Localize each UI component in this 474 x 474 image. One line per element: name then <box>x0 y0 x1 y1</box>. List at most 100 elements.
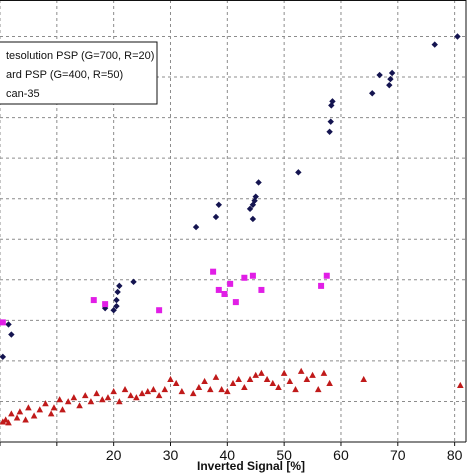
data-point-series-3 <box>93 390 100 397</box>
data-point-series-3 <box>218 385 225 393</box>
data-point-series-3 <box>50 404 58 411</box>
data-point-series-3 <box>13 414 21 421</box>
data-point-series-3 <box>235 375 242 382</box>
data-point-series-3 <box>133 394 140 401</box>
data-point-series-2 <box>102 301 109 308</box>
data-point-series-3 <box>212 373 220 380</box>
data-point-series-3 <box>206 385 214 393</box>
data-point-series-2 <box>241 274 248 281</box>
data-point-series-1 <box>215 201 222 208</box>
data-point-series-3 <box>104 394 112 401</box>
data-point-series-3 <box>309 371 316 378</box>
data-point-series-2 <box>258 286 265 293</box>
data-point-series-1 <box>212 213 220 221</box>
data-point-series-1 <box>369 90 376 97</box>
data-point-series-3 <box>56 396 63 403</box>
data-point-series-3 <box>178 388 186 395</box>
data-point-series-1 <box>326 128 333 135</box>
data-point-series-2 <box>232 299 239 306</box>
x-tick-label: 80 <box>447 447 463 463</box>
data-point-series-3 <box>81 392 89 399</box>
data-point-series-3 <box>47 410 55 417</box>
data-point-series-2 <box>221 290 228 297</box>
data-point-series-1 <box>113 296 120 304</box>
data-point-series-3 <box>172 379 180 387</box>
data-point-series-3 <box>457 381 464 389</box>
data-point-series-2 <box>215 286 222 293</box>
data-point-series-3 <box>16 408 24 415</box>
data-point-series-3 <box>161 385 169 393</box>
data-point-series-3 <box>59 406 66 413</box>
data-point-series-1 <box>246 205 254 213</box>
data-point-series-3 <box>360 375 368 382</box>
data-point-series-3 <box>144 388 152 395</box>
data-point-series-1 <box>130 278 137 286</box>
data-point-series-3 <box>314 385 322 393</box>
data-point-series-3 <box>195 383 203 391</box>
x-tick-label: 70 <box>390 447 406 463</box>
data-point-series-3 <box>252 371 260 378</box>
data-point-series-3 <box>127 392 135 399</box>
data-point-series-3 <box>326 379 333 387</box>
data-point-series-1 <box>255 179 262 186</box>
data-point-series-3 <box>64 398 72 405</box>
data-point-series-3 <box>263 375 271 382</box>
data-point-series-3 <box>42 400 49 407</box>
x-tick-label: 30 <box>163 447 179 463</box>
data-point-series-3 <box>320 369 328 376</box>
x-tick-label: 20 <box>106 447 122 463</box>
legend-entry-3: can-35 <box>6 88 40 100</box>
data-point-series-3 <box>155 392 163 399</box>
data-point-series-3 <box>189 390 197 397</box>
data-point-series-3 <box>87 398 95 405</box>
data-point-series-1 <box>114 288 121 296</box>
data-point-series-3 <box>269 379 277 387</box>
data-point-series-1 <box>249 215 257 223</box>
data-point-series-1 <box>295 169 302 176</box>
legend-box <box>0 41 158 105</box>
data-point-series-3 <box>76 402 83 409</box>
data-point-series-3 <box>30 412 38 419</box>
data-point-series-1 <box>8 331 15 338</box>
data-point-series-1 <box>110 307 117 314</box>
legend-entry-2: ard PSP (G=400, R=50) <box>6 69 123 81</box>
data-point-series-3 <box>138 390 146 397</box>
data-point-series-3 <box>22 416 29 423</box>
data-point-series-1 <box>116 282 123 290</box>
data-point-series-1 <box>327 118 334 125</box>
data-point-series-3 <box>70 394 78 401</box>
x-tick-labels: 20 30 40 50 60 70 80 <box>106 447 463 463</box>
data-point-series-2 <box>156 307 163 314</box>
data-point-series-3 <box>297 367 305 374</box>
data-point-series-3 <box>201 377 208 384</box>
x-axis-label: Inverted Signal [%] <box>197 459 305 473</box>
data-point-series-3 <box>241 383 248 391</box>
x-tick-label: 60 <box>333 447 349 463</box>
data-point-series-1 <box>386 81 393 89</box>
data-point-series-1 <box>113 302 120 310</box>
data-point-series-2 <box>318 282 325 289</box>
data-point-series-3 <box>224 388 231 395</box>
data-point-series-2 <box>0 319 6 326</box>
data-point-series-2 <box>227 280 234 287</box>
legend: tesolution PSP (G=700, R=20) ard PSP (G=4… <box>0 41 158 105</box>
data-point-series-3 <box>303 375 311 382</box>
data-point-series-3 <box>150 385 157 393</box>
data-point-series-1 <box>376 71 383 79</box>
data-point-series-2 <box>210 268 217 275</box>
data-point-series-3 <box>167 375 174 382</box>
data-point-series-3 <box>246 375 254 382</box>
data-point-series-1 <box>0 353 7 361</box>
x-tick-label: 40 <box>220 447 236 463</box>
data-point-series-2 <box>323 272 330 279</box>
legend-entry-1: tesolution PSP (G=700, R=20) <box>6 50 154 62</box>
data-point-series-1 <box>192 223 200 231</box>
data-point-series-3 <box>275 383 282 391</box>
data-point-series-1 <box>388 69 396 77</box>
data-point-series-3 <box>116 398 123 405</box>
x-tick-label: 50 <box>276 447 292 463</box>
data-point-series-3 <box>2 416 9 423</box>
data-point-series-3 <box>258 369 265 376</box>
axes <box>0 0 467 446</box>
